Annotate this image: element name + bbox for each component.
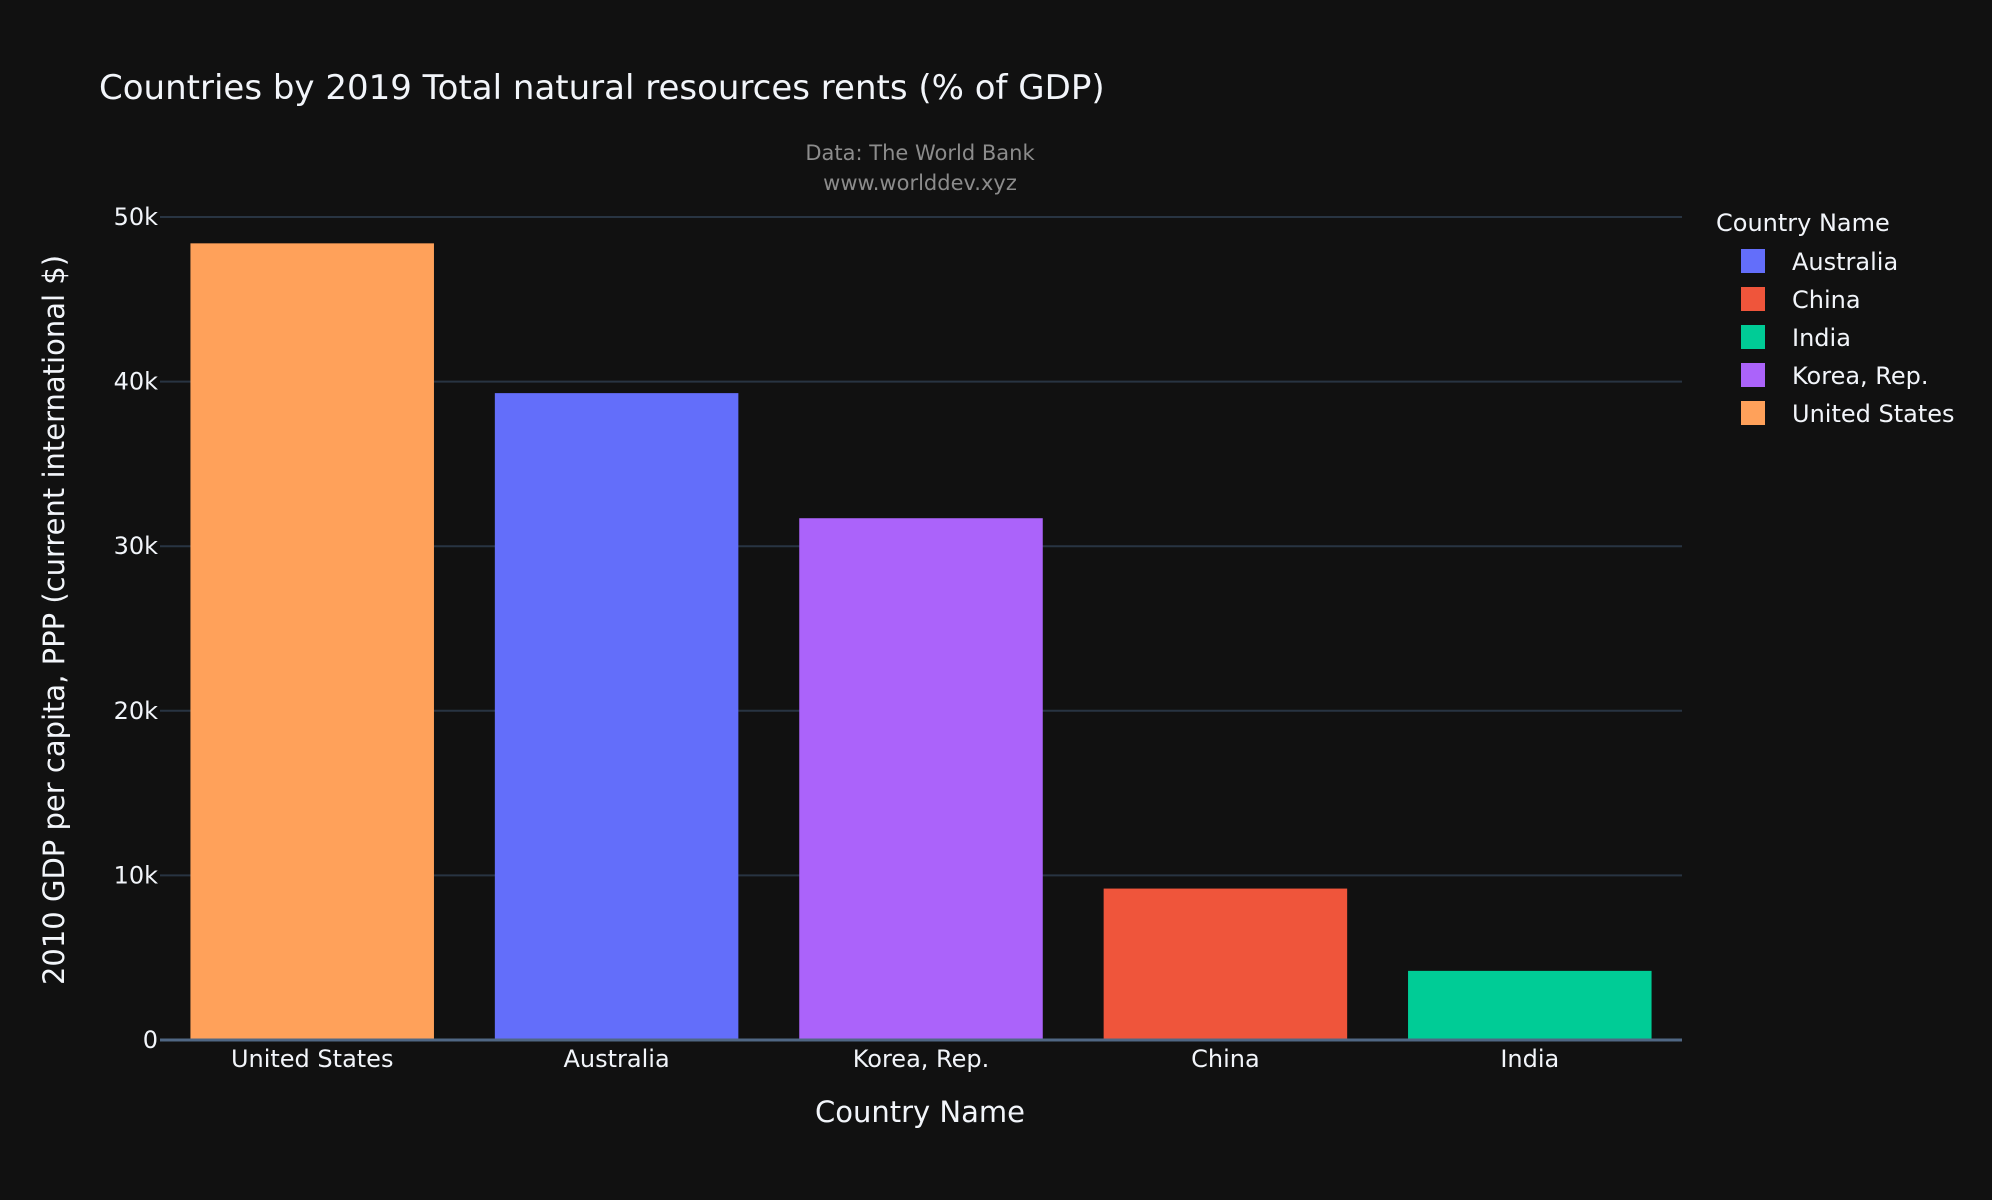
y-tick-label: 10k: [114, 861, 159, 889]
legend-label: China: [1792, 286, 1861, 314]
y-axis-ticks: 0 10k 20k 30k 40k 50k: [114, 203, 159, 1054]
legend-label: Korea, Rep.: [1792, 362, 1929, 390]
x-tick-label: India: [1500, 1045, 1559, 1073]
bar: [190, 243, 434, 1040]
legend-label: Australia: [1792, 248, 1898, 276]
x-axis-title: Country Name: [815, 1095, 1025, 1129]
x-tick-label: United States: [231, 1045, 394, 1073]
legend-swatch: [1741, 325, 1765, 349]
legend-swatch: [1741, 249, 1765, 273]
chart-subtitle-line-1: Data: The World Bank: [805, 141, 1035, 165]
y-tick-label: 0: [143, 1026, 158, 1054]
bar: [1408, 970, 1652, 1040]
bar: [799, 518, 1043, 1040]
legend-label: United States: [1792, 400, 1955, 428]
legend: Country Name Australia China India Korea, R…: [1716, 209, 1955, 428]
x-tick-label: China: [1191, 1045, 1260, 1073]
legend-swatch: [1741, 401, 1765, 425]
legend-swatch: [1741, 363, 1765, 387]
chart-title: Countries by 2019 Total natural resource…: [99, 68, 1105, 108]
bars: [160, 243, 1682, 1042]
y-axis-title: 2010 GDP per capita, PPP (current intern…: [37, 255, 71, 985]
y-tick-label: 30k: [114, 532, 159, 560]
legend-label: India: [1792, 324, 1851, 352]
legend-title: Country Name: [1716, 209, 1890, 237]
x-axis-ticks: United States Australia Korea, Rep. China In…: [231, 1045, 1559, 1073]
bar: [1103, 888, 1348, 1040]
x-tick-label: Korea, Rep.: [853, 1045, 990, 1073]
legend-items: Australia China India Korea, Rep. United Sta…: [1741, 248, 1955, 428]
y-tick-label: 40k: [114, 368, 159, 396]
y-tick-label: 50k: [114, 203, 159, 231]
bar: [494, 393, 739, 1040]
y-tick-label: 20k: [114, 697, 159, 725]
legend-swatch: [1741, 287, 1765, 311]
x-tick-label: Australia: [564, 1045, 670, 1073]
chart-subtitle-line-2: www.worlddev.xyz: [823, 171, 1017, 195]
